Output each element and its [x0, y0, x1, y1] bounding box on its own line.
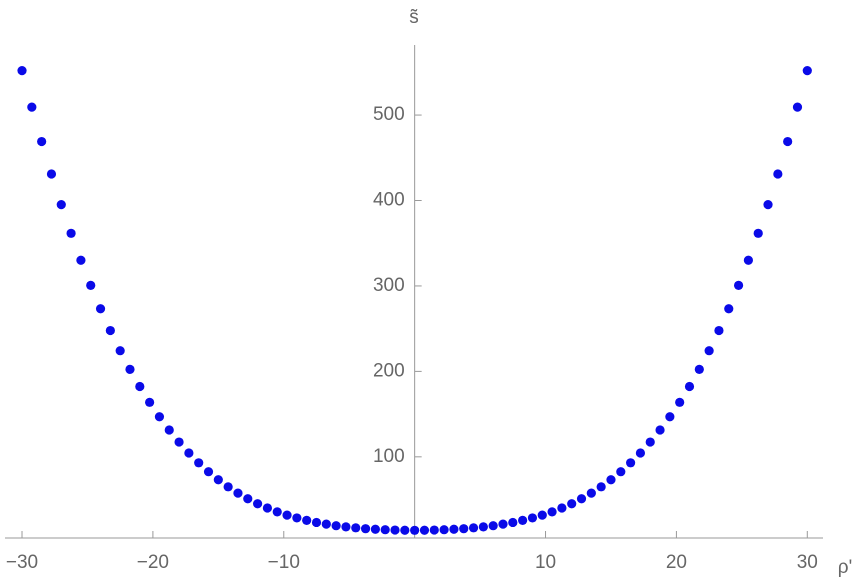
point	[135, 381, 145, 392]
point	[351, 523, 361, 533]
point	[655, 425, 665, 435]
point	[518, 515, 528, 525]
point	[390, 525, 400, 535]
point	[400, 525, 410, 535]
point	[164, 425, 174, 435]
point	[567, 499, 577, 509]
point	[704, 346, 714, 356]
point	[616, 467, 626, 477]
point	[243, 494, 253, 504]
x-tick-label: 10	[535, 552, 556, 573]
y-tick-label: 400	[373, 190, 405, 211]
point	[321, 519, 331, 529]
point	[37, 136, 47, 147]
point	[27, 102, 37, 112]
point	[547, 507, 557, 517]
point	[449, 524, 459, 534]
x-tick-label: 20	[666, 552, 687, 573]
point	[439, 525, 449, 535]
point	[508, 517, 518, 528]
x-axis-label: ρ'	[838, 557, 852, 578]
x-tick-label: 30	[797, 552, 818, 573]
point	[635, 448, 646, 458]
point	[527, 513, 538, 523]
point	[125, 364, 135, 374]
point	[468, 523, 479, 533]
y-tick-label: 200	[373, 360, 405, 381]
point	[184, 448, 194, 458]
point	[194, 458, 204, 468]
point	[115, 346, 125, 356]
y-tick-label: 300	[373, 275, 405, 296]
point	[86, 280, 96, 290]
point	[596, 482, 606, 492]
point	[753, 228, 763, 238]
x-tick-label: −30	[6, 552, 38, 573]
point	[675, 397, 685, 407]
point	[714, 325, 724, 336]
y-tick-label: 500	[373, 104, 405, 125]
point	[203, 467, 214, 477]
point	[419, 525, 430, 535]
point	[763, 200, 773, 210]
point	[262, 503, 273, 513]
point	[66, 228, 76, 238]
point	[733, 280, 744, 290]
point	[17, 66, 27, 76]
point	[56, 200, 66, 210]
point	[213, 475, 223, 485]
point	[783, 136, 793, 147]
point	[145, 397, 155, 407]
point	[154, 412, 165, 422]
point	[743, 255, 753, 265]
point	[586, 488, 596, 498]
point	[292, 513, 302, 523]
point	[341, 522, 351, 532]
y-axis-label: s̃	[409, 7, 419, 28]
point	[76, 255, 86, 265]
point	[380, 525, 390, 535]
point	[488, 521, 498, 531]
point	[302, 515, 312, 525]
point	[360, 524, 371, 534]
point	[282, 510, 292, 520]
point	[773, 169, 783, 179]
point	[95, 304, 106, 314]
point	[792, 102, 803, 112]
point	[684, 381, 695, 392]
point	[311, 517, 322, 528]
x-tick-label: −10	[268, 552, 300, 573]
point	[537, 510, 547, 520]
point	[645, 437, 655, 447]
point	[459, 524, 469, 534]
point	[557, 503, 567, 513]
point	[174, 437, 184, 447]
point	[233, 488, 243, 498]
point	[694, 364, 704, 374]
point	[370, 524, 380, 534]
point	[626, 458, 636, 468]
point	[606, 475, 616, 485]
point	[252, 499, 263, 509]
point	[665, 412, 675, 422]
point	[724, 304, 734, 314]
point	[410, 525, 420, 535]
point	[576, 494, 587, 504]
y-tick-label: 100	[373, 446, 405, 467]
point	[223, 482, 233, 492]
point	[46, 169, 57, 179]
point	[331, 521, 341, 531]
point	[802, 66, 812, 76]
point	[105, 325, 115, 336]
point	[498, 519, 508, 529]
point	[272, 507, 282, 517]
point	[429, 525, 439, 535]
point	[478, 522, 488, 532]
x-tick-label: −20	[137, 552, 169, 573]
